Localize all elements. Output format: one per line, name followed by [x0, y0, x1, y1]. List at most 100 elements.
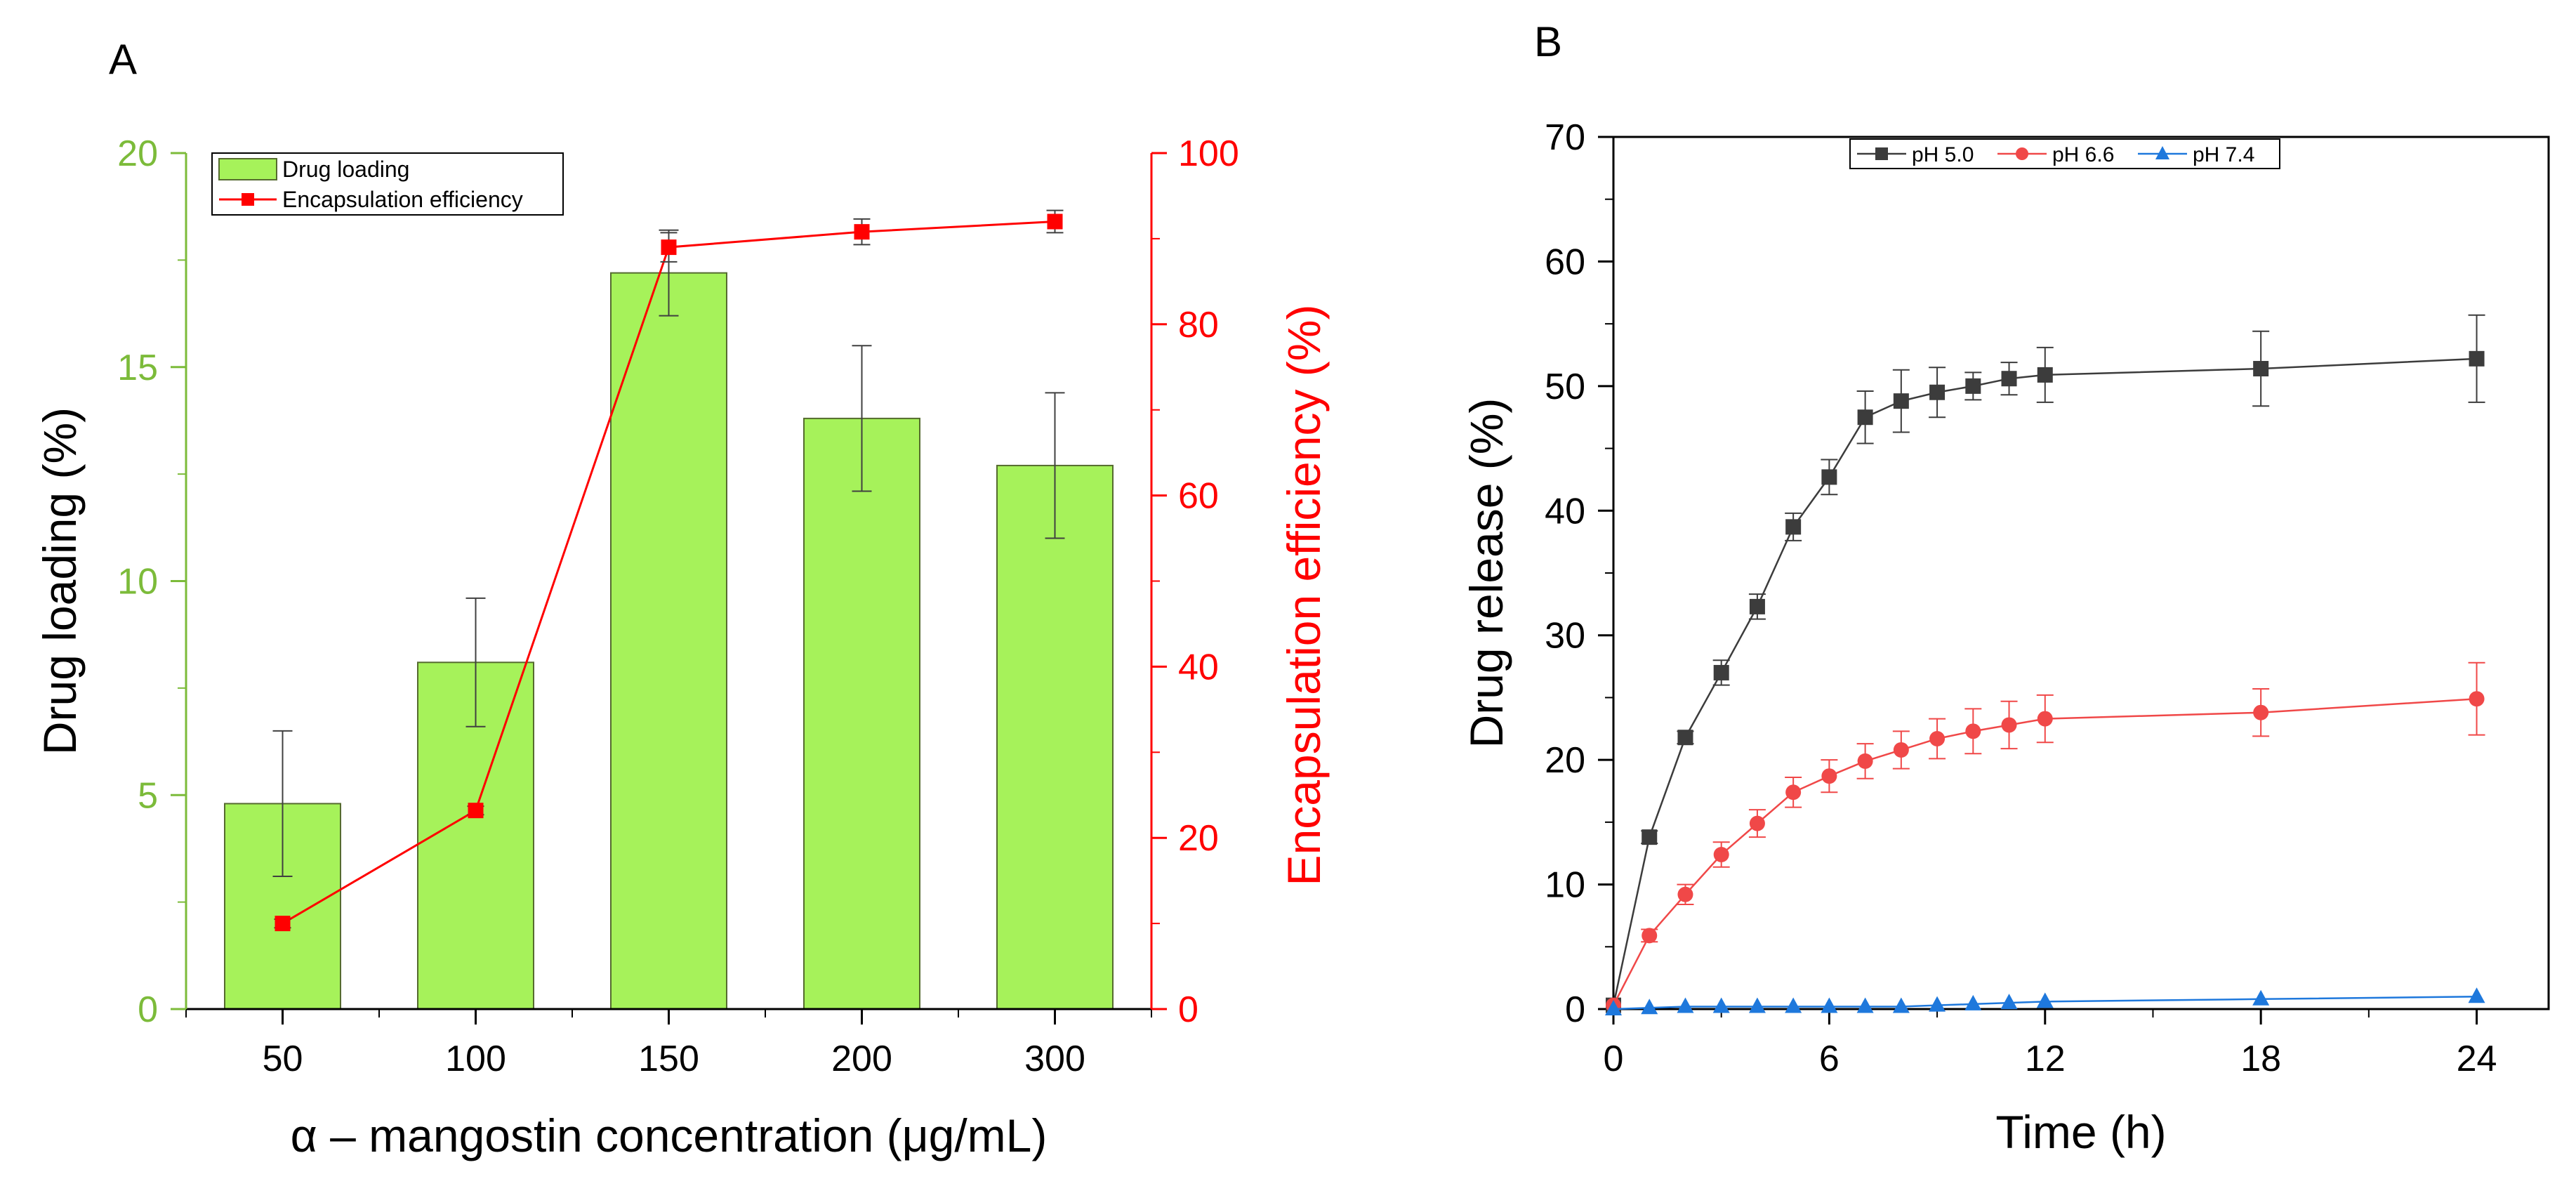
b-x-axis-title: Time (h) — [1995, 1106, 2166, 1158]
b-y-axis-title: Drug release (%) — [1460, 398, 1512, 749]
point-0-12 — [2037, 367, 2053, 383]
point-1-6 — [1821, 768, 1837, 784]
series-ph-7-4 — [1605, 987, 2485, 1015]
y-right-tick-label-60: 60 — [1178, 476, 1219, 517]
point-2-13 — [2252, 989, 2270, 1006]
legend-a-bar-swatch — [218, 158, 277, 180]
y-left-tick-label-10: 10 — [117, 562, 158, 602]
point-1-1 — [1642, 928, 1658, 944]
point-2-9 — [1929, 996, 1946, 1012]
point-1-10 — [1965, 723, 1981, 739]
b-x-tick-label-24: 24 — [2457, 1039, 2497, 1079]
point-2-14 — [2468, 987, 2485, 1003]
legend-b-label-0: pH 5.0 — [1912, 143, 1974, 166]
legend-b: pH 5.0 pH 6.6 pH 7.4 — [1849, 138, 2280, 169]
point-0-14 — [2469, 350, 2485, 367]
bar-error-50 — [272, 730, 293, 878]
x-tick-label-100: 100 — [445, 1039, 506, 1079]
point-1-9 — [1929, 730, 1946, 746]
point-1-12 — [2037, 711, 2053, 727]
point-2-4 — [1748, 997, 1766, 1013]
point-1-8 — [1893, 742, 1909, 758]
point-1-7 — [1857, 753, 1873, 769]
point-0-7 — [1857, 409, 1873, 426]
y-axis-right-title: Encapsulation efficiency (%) — [1278, 305, 1330, 886]
legend-b-label-2: pH 7.4 — [2193, 143, 2254, 166]
point-2-0 — [1605, 1000, 1622, 1015]
y-left-tick-label-5: 5 — [138, 775, 158, 816]
series-line-1 — [1612, 697, 2477, 1006]
point-2-6 — [1821, 997, 1838, 1013]
point-2-2 — [1677, 997, 1694, 1013]
y-right-tick-label-100: 100 — [1178, 133, 1239, 174]
point-1-3 — [1713, 846, 1729, 862]
point-2-8 — [1892, 997, 1910, 1013]
legend-a: Drug loading Encapsulation efficiency — [211, 152, 564, 216]
ee-point-200 — [854, 224, 870, 240]
point-0-6 — [1821, 469, 1837, 485]
x-tick-label-50: 50 — [263, 1039, 303, 1079]
series-ph-6-6 — [1606, 661, 2485, 1013]
b-y-tick-label-60: 60 — [1545, 242, 1585, 282]
b-x-tick-label-6: 6 — [1819, 1039, 1839, 1079]
y-right-tick-label-40: 40 — [1178, 647, 1219, 687]
b-x-tick-label-12: 12 — [2025, 1039, 2066, 1079]
y-axis-left-title: Drug loading (%) — [34, 407, 86, 755]
y-left-tick-label-0: 0 — [138, 989, 158, 1030]
b-y-tick-label-30: 30 — [1545, 616, 1585, 657]
legend-b-label-1: pH 6.6 — [2052, 143, 2114, 166]
b-y-tick-label-40: 40 — [1545, 491, 1585, 532]
legend-b-marker-2 — [2155, 146, 2169, 159]
point-2-3 — [1712, 997, 1730, 1013]
point-1-5 — [1785, 784, 1802, 801]
y-left-tick-label-15: 15 — [117, 348, 158, 388]
b-y-tick-label-10: 10 — [1545, 865, 1585, 906]
point-2-7 — [1856, 997, 1874, 1013]
b-y-tick-label-50: 50 — [1545, 367, 1585, 407]
bar-150 — [610, 272, 727, 1010]
ee-point-300 — [1047, 213, 1063, 230]
y-right-tick-label-0: 0 — [1178, 989, 1198, 1030]
x-tick-label-200: 200 — [831, 1039, 892, 1079]
y-left-tick-label-20: 20 — [117, 133, 158, 174]
point-0-2 — [1677, 730, 1693, 746]
ee-point-50 — [275, 916, 291, 932]
point-0-11 — [2001, 371, 2017, 387]
bar-error-100 — [465, 597, 486, 727]
legend-b-marker-0 — [1875, 147, 1888, 160]
panel-label-b: B — [1534, 18, 1562, 65]
bar-300 — [996, 464, 1114, 1010]
y-right-tick-label-20: 20 — [1178, 818, 1219, 859]
point-1-4 — [1749, 815, 1765, 831]
legend-a-marker — [242, 193, 254, 206]
point-0-9 — [1929, 384, 1946, 400]
point-0-13 — [2253, 361, 2269, 377]
ee-point-150 — [661, 239, 677, 256]
b-y-tick-label-20: 20 — [1545, 740, 1585, 781]
point-2-10 — [1964, 994, 1982, 1010]
legend-b-marker-1 — [2016, 147, 2028, 160]
point-0-5 — [1785, 519, 1802, 535]
bar-200 — [803, 417, 920, 1010]
b-x-tick-label-18: 18 — [2240, 1039, 2281, 1079]
b-x-tick-label-0: 0 — [1604, 1039, 1624, 1079]
point-1-14 — [2469, 691, 2485, 707]
bar-error-300 — [1045, 392, 1065, 539]
point-2-11 — [2000, 994, 2018, 1010]
ee-point-100 — [468, 803, 484, 819]
x-axis-title: α – mangostin concentration (μg/mL) — [291, 1109, 1048, 1161]
legend-a-label-line: Encapsulation efficiency — [282, 187, 523, 212]
x-tick-label-150: 150 — [638, 1039, 699, 1079]
b-y-tick-label-70: 70 — [1545, 117, 1585, 158]
point-1-13 — [2253, 704, 2269, 720]
point-0-8 — [1893, 393, 1909, 409]
point-0-10 — [1965, 378, 1981, 394]
point-1-2 — [1677, 886, 1693, 902]
y-right-tick-label-80: 80 — [1178, 305, 1219, 345]
legend-b-box — [1849, 138, 2280, 169]
point-2-12 — [2036, 992, 2054, 1008]
point-0-1 — [1642, 829, 1658, 845]
point-2-5 — [1785, 997, 1802, 1013]
